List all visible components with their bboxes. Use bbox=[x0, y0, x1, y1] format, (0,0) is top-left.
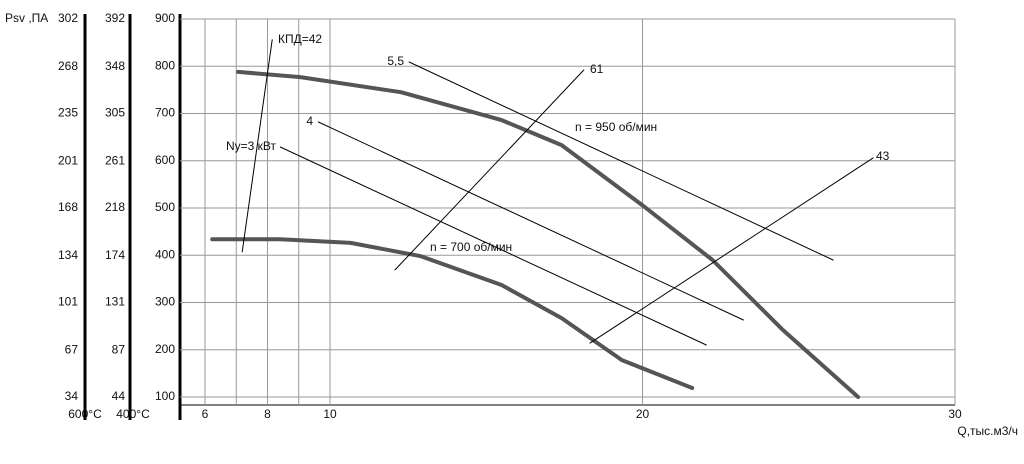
y-tick-label: 700 bbox=[155, 106, 175, 120]
x-tick-label: 20 bbox=[636, 407, 650, 421]
y-tick-label: 168 bbox=[58, 200, 78, 214]
line-label: КПД=42 bbox=[278, 32, 322, 46]
y-tick-label: 348 bbox=[105, 59, 125, 73]
line bbox=[279, 146, 707, 346]
y-tick-label: 34 bbox=[65, 389, 79, 403]
y-tick-label: 44 bbox=[112, 389, 126, 403]
line-label: n = 700 об/мин bbox=[430, 240, 512, 254]
y-tick-label: 800 bbox=[155, 58, 175, 72]
line bbox=[589, 157, 874, 344]
y-tick-label: 600 bbox=[155, 153, 175, 167]
y-tick-label: 500 bbox=[155, 200, 175, 214]
x-tick-label: 10 bbox=[323, 407, 337, 421]
axis-footer: 400°C bbox=[116, 407, 150, 421]
y-tick-label: 392 bbox=[105, 11, 125, 25]
y-tick-label: 218 bbox=[105, 200, 125, 214]
x-tick-label: 8 bbox=[264, 407, 271, 421]
axis-footer: 600°C bbox=[68, 407, 102, 421]
y-tick-label: 235 bbox=[58, 106, 78, 120]
y-tick-label: 268 bbox=[58, 59, 78, 73]
y-tick-label: 174 bbox=[105, 248, 125, 262]
line bbox=[408, 61, 834, 261]
line-label: Ny=3 кВт bbox=[226, 139, 277, 153]
line bbox=[241, 39, 273, 253]
line-label: 61 bbox=[590, 62, 604, 76]
curve bbox=[210, 237, 695, 390]
line-label: 43 bbox=[876, 149, 890, 163]
y-tick-label: 261 bbox=[105, 153, 125, 167]
y-tick-label: 900 bbox=[155, 11, 175, 25]
y-tick-label: 400 bbox=[155, 247, 175, 261]
x-tick-label: 30 bbox=[948, 407, 962, 421]
y-tick-label: 134 bbox=[58, 248, 78, 262]
y-tick-label: 300 bbox=[155, 295, 175, 309]
curve bbox=[236, 69, 861, 399]
axis-title: Psv ,ПА bbox=[5, 11, 48, 25]
line-label: 5,5 bbox=[387, 54, 404, 68]
x-axis-title: Q,тыс.м3/ч bbox=[957, 424, 1018, 438]
x-tick-label: 6 bbox=[202, 407, 209, 421]
y-tick-label: 200 bbox=[155, 342, 175, 356]
y-tick-label: 101 bbox=[58, 295, 78, 309]
y-tick-label: 131 bbox=[105, 295, 125, 309]
y-tick-label: 87 bbox=[112, 342, 126, 356]
line bbox=[394, 69, 585, 271]
y-tick-label: 67 bbox=[65, 343, 79, 357]
y-tick-label: 201 bbox=[58, 154, 78, 168]
line bbox=[317, 121, 744, 321]
line-label: n = 950 об/мин bbox=[575, 120, 657, 134]
line-label: 4 bbox=[306, 114, 313, 128]
y-tick-label: 302 bbox=[58, 11, 78, 25]
y-tick-label: 100 bbox=[155, 389, 175, 403]
y-tick-label: 305 bbox=[105, 106, 125, 120]
